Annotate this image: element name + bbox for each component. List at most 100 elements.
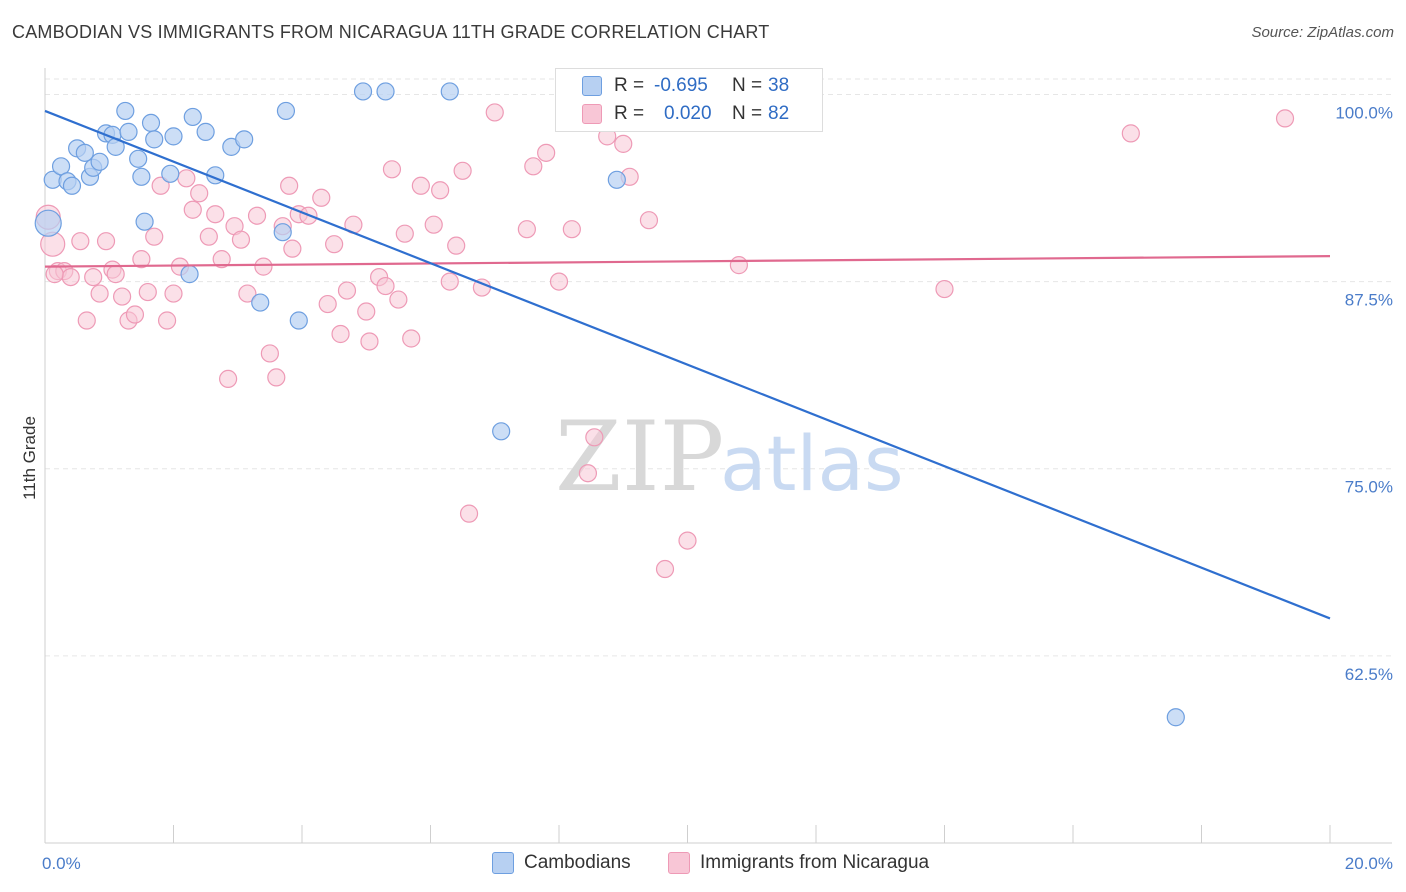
cambodian-point <box>235 130 254 149</box>
nicaragua-point <box>549 272 569 291</box>
nicaragua-point <box>524 157 543 176</box>
nicaragua-point <box>440 272 459 291</box>
nicaragua-point <box>96 232 116 251</box>
nicaragua-point <box>562 220 581 239</box>
cambodian-point <box>161 164 180 183</box>
nicaragua-point <box>138 282 157 302</box>
cambodian-point <box>1166 708 1185 727</box>
legend-r-value: -0.695 <box>654 75 708 96</box>
nicaragua-point <box>337 281 357 300</box>
cambodian-point <box>141 113 161 133</box>
nicaragua-point <box>678 531 697 550</box>
nicaragua-point <box>164 284 183 303</box>
y-tick-label: 62.5% <box>1345 665 1393 684</box>
nicaragua-point <box>402 329 421 348</box>
cambodian-point <box>353 82 373 101</box>
nicaragua-point <box>376 276 395 296</box>
legend-item-nicaragua: Immigrants from Nicaragua <box>668 852 929 874</box>
nicaragua-point <box>190 184 209 203</box>
legend-n-value: 38 <box>768 75 790 96</box>
axes <box>44 68 1392 844</box>
nicaragua-point <box>132 250 151 269</box>
nicaragua-point <box>357 302 376 321</box>
trend-lines <box>44 109 1331 620</box>
legend-row-cambodians: R = -0.695 N = 38 <box>582 73 789 99</box>
cambodian-point <box>183 107 202 127</box>
legend-n-label: N = <box>732 103 763 124</box>
legend-n-value: 82 <box>768 103 790 124</box>
cambodian-point <box>196 122 215 141</box>
nicaragua-point <box>212 250 231 269</box>
legend-label-nicaragua: Immigrants from Nicaragua <box>700 852 930 873</box>
cambodian-point <box>145 130 164 149</box>
watermark-zip: ZIP <box>555 401 724 513</box>
legend-row-nicaragua: R = 0.020 N = 82 <box>582 101 789 127</box>
nicaragua-point <box>729 256 749 275</box>
cambodian-point <box>180 265 199 284</box>
y-tick-label: 87.5% <box>1345 291 1393 310</box>
nicaragua-point <box>411 176 430 195</box>
nicaragua-point <box>614 134 633 153</box>
nicaragua-point <box>112 287 132 306</box>
x-tick-label-min: 0.0% <box>42 854 81 873</box>
y-axis-label: 11th Grade <box>20 416 39 500</box>
nicaragua-point <box>325 235 344 254</box>
cambodian-point <box>440 82 459 101</box>
nicaragua-point <box>578 464 598 483</box>
cambodian-point <box>251 293 270 312</box>
x-tick-label-max: 20.0% <box>1345 854 1393 873</box>
nicaragua-point <box>199 227 218 246</box>
nicaragua-point <box>389 290 408 309</box>
nicaragua-point <box>382 160 402 179</box>
nicaragua-point <box>177 169 196 188</box>
nicaragua-point <box>45 265 64 284</box>
legend-swatch-blue <box>492 852 514 874</box>
nicaragua-point <box>90 284 109 303</box>
nicaragua-point <box>639 211 659 230</box>
cambodian-point <box>492 422 511 441</box>
cambodian-point <box>51 157 71 176</box>
nicaragua-point <box>537 143 556 162</box>
nicaragua-point <box>517 220 536 239</box>
nicaragua-point <box>280 176 299 195</box>
nicaragua-point <box>254 257 273 276</box>
nicaragua-point <box>1121 124 1140 143</box>
nicaragua-point <box>247 206 267 225</box>
nicaragua-point <box>260 344 279 363</box>
legend-swatch-blue <box>582 76 602 96</box>
nicaragua-point <box>283 239 302 258</box>
cambodian-point <box>276 101 296 121</box>
nicaragua-point <box>61 268 80 287</box>
nicaragua-point <box>231 230 251 249</box>
y-tick-label: 100.0% <box>1335 103 1393 122</box>
nicaragua-point <box>238 284 257 303</box>
tick-labels: 100.0% 87.5% 75.0% 62.5% 0.0% 20.0% <box>42 103 1393 873</box>
nicaragua-point <box>935 279 954 299</box>
nicaragua-point <box>84 268 103 287</box>
nicaragua-point <box>1275 109 1295 128</box>
cambodian-points <box>34 82 1185 727</box>
legend-r-value: 0.020 <box>664 103 712 124</box>
nicaragua-point <box>219 369 238 389</box>
legend-swatch-pink <box>582 104 602 124</box>
cambodian-point <box>164 127 183 146</box>
nicaragua-point <box>447 236 466 255</box>
nicaragua-point <box>453 161 472 180</box>
nicaragua-point <box>585 428 604 447</box>
chart-title: CAMBODIAN VS IMMIGRANTS FROM NICARAGUA 1… <box>12 22 770 42</box>
cambodian-point <box>132 167 151 186</box>
watermark: ZIP atlas <box>555 401 904 513</box>
cambodian-point <box>90 152 109 171</box>
cambodian-trend-line <box>44 109 1331 620</box>
nicaragua-point <box>183 200 202 219</box>
cambodian-point <box>62 176 82 195</box>
nicaragua-point <box>331 324 350 344</box>
nicaragua-point <box>125 305 145 324</box>
cambodian-point <box>289 311 308 330</box>
nicaragua-point <box>145 227 164 246</box>
nicaragua-trend-line <box>44 255 1331 268</box>
cambodian-point <box>75 143 94 162</box>
nicaragua-point <box>424 215 443 234</box>
legend-swatch-pink <box>668 852 690 874</box>
